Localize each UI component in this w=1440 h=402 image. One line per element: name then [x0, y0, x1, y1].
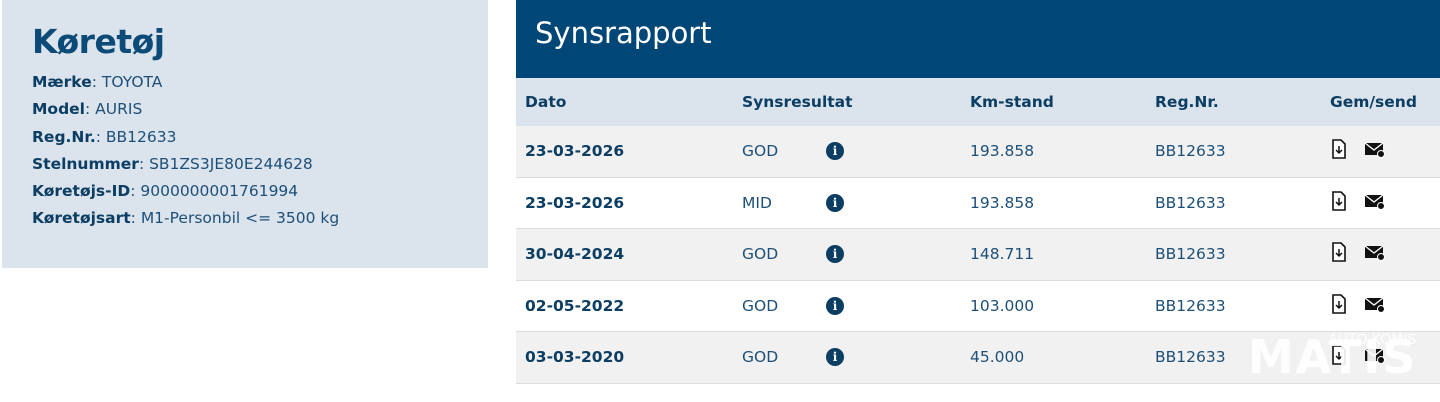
- table-row: 03-03-2020 GOD i 45.000 BB12633: [516, 332, 1440, 384]
- info-icon[interactable]: i: [826, 245, 844, 264]
- col-result: Synsresultat: [742, 93, 853, 111]
- row-result: GOD: [742, 296, 779, 315]
- col-reg: Reg.Nr.: [1155, 93, 1219, 111]
- file-download-icon[interactable]: [1331, 345, 1347, 369]
- vehicle-title: Køretøj: [32, 22, 165, 61]
- info-icon[interactable]: i: [826, 193, 844, 212]
- field-value: SB1ZS3JE80E244628: [149, 154, 313, 173]
- mail-send-icon[interactable]: [1364, 140, 1386, 162]
- report-title: Synsrapport: [516, 0, 1440, 78]
- report-panel: Synsrapport Dato Synsresultat Km-stand R…: [516, 0, 1440, 384]
- field-label: Mærke: [32, 73, 92, 91]
- info-icon[interactable]: i: [826, 142, 844, 161]
- row-reg: BB12633: [1155, 142, 1226, 161]
- row-km: 103.000: [970, 296, 1035, 315]
- row-date: 03-03-2020: [525, 348, 625, 367]
- field-label: Stelnummer: [32, 154, 139, 173]
- vehicle-field: Reg.Nr.: BB12633: [32, 127, 177, 146]
- table-header: Dato Synsresultat Km-stand Reg.Nr. Gem/s…: [516, 78, 1440, 126]
- col-save-send: Gem/send: [1330, 93, 1417, 111]
- row-km: 148.711: [970, 245, 1035, 264]
- row-reg: BB12633: [1155, 348, 1226, 367]
- row-km: 193.858: [970, 142, 1035, 161]
- col-km: Km-stand: [970, 93, 1054, 111]
- mail-send-icon[interactable]: [1364, 192, 1386, 214]
- row-reg: BB12633: [1155, 296, 1226, 315]
- row-date: 30-04-2024: [525, 245, 625, 264]
- row-reg: BB12633: [1155, 245, 1226, 264]
- field-label: Model: [32, 100, 85, 119]
- row-km: 193.858: [970, 193, 1035, 212]
- vehicle-panel: Køretøj Mærke: TOYOTA Model: AURIS Reg.Nr.…: [2, 0, 488, 268]
- vehicle-field: Model: AURIS: [32, 100, 143, 119]
- row-result: GOD: [742, 245, 779, 264]
- file-download-icon[interactable]: [1331, 242, 1347, 266]
- row-date: 02-05-2022: [525, 296, 625, 315]
- row-km: 45.000: [970, 348, 1025, 367]
- file-download-icon[interactable]: [1331, 139, 1347, 163]
- field-label: Reg.Nr.: [32, 127, 96, 146]
- watermark-logo: AUTO KOMIS MATIS: [1248, 330, 1418, 384]
- row-result: GOD: [742, 348, 779, 367]
- field-value: 9000000001761994: [140, 182, 299, 201]
- info-icon[interactable]: i: [826, 296, 844, 315]
- field-value: TOYOTA: [101, 73, 163, 91]
- table-row: 30-04-2024 GOD i 148.711 BB12633: [516, 229, 1440, 281]
- vehicle-field: Mærke: TOYOTA: [32, 73, 163, 91]
- field-label: Køretøjs-ID: [32, 182, 131, 201]
- mail-send-icon[interactable]: [1364, 243, 1386, 265]
- table-row: 23-03-2026 GOD i 193.858 BB12633: [516, 126, 1440, 178]
- table-row: 02-05-2022 GOD i 103.000 BB12633: [516, 280, 1440, 332]
- file-download-icon[interactable]: [1331, 293, 1347, 318]
- vehicle-field: Stelnummer: SB1ZS3JE80E244628: [32, 154, 313, 173]
- field-value: M1-Personbil <= 3500 kg: [140, 209, 340, 228]
- row-result: MID: [742, 193, 772, 212]
- field-label: Køretøjsart: [32, 209, 131, 228]
- field-value: AURIS: [95, 100, 143, 119]
- table-row: 23-03-2026 MID i 193.858 BB12633: [516, 177, 1440, 229]
- mail-send-icon[interactable]: [1364, 346, 1386, 368]
- info-icon[interactable]: i: [826, 348, 844, 367]
- col-date: Dato: [525, 93, 567, 111]
- row-date: 23-03-2026: [525, 142, 625, 161]
- row-reg: BB12633: [1155, 193, 1226, 212]
- row-date: 23-03-2026: [525, 193, 625, 212]
- vehicle-field: Køretøjs-ID: 9000000001761994: [32, 182, 299, 201]
- mail-send-icon[interactable]: [1364, 295, 1386, 317]
- vehicle-field: Køretøjsart: M1-Personbil <= 3500 kg: [32, 209, 340, 228]
- row-result: GOD: [742, 142, 779, 161]
- file-download-icon[interactable]: [1331, 190, 1347, 215]
- field-value: BB12633: [105, 127, 177, 146]
